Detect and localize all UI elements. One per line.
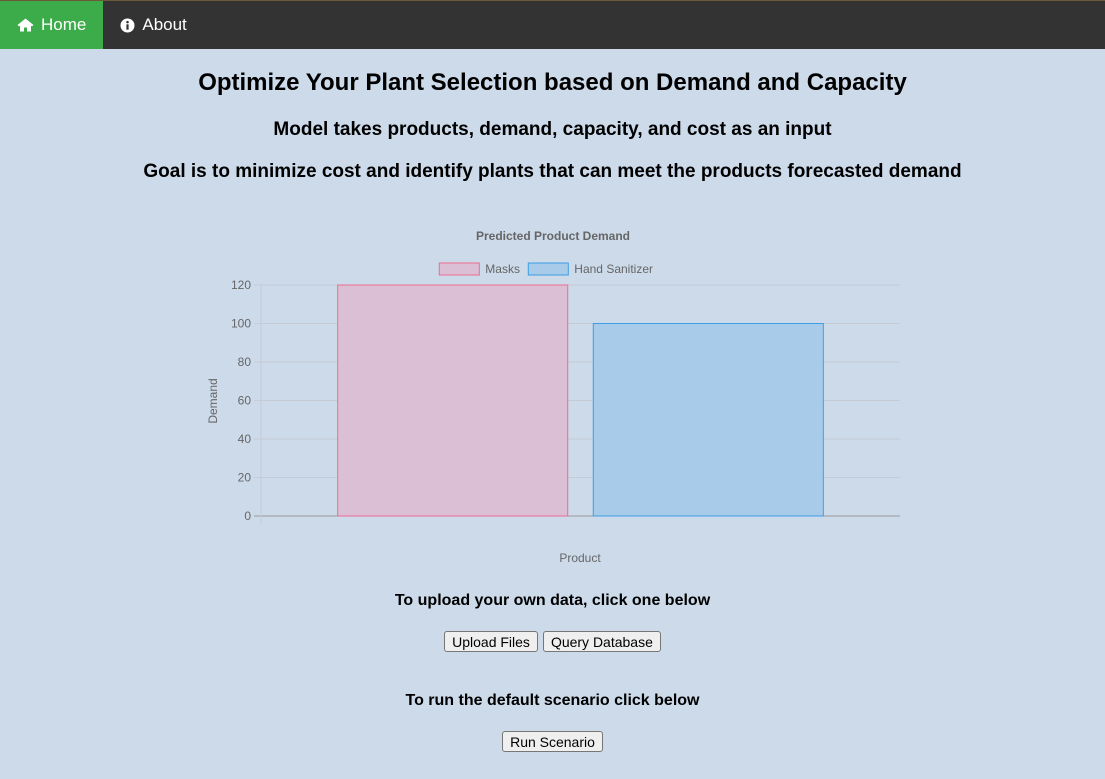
chart-title: Predicted Product Demand xyxy=(476,229,630,243)
nav-home-label: Home xyxy=(41,15,87,34)
y-tick-label: 20 xyxy=(238,471,252,485)
nav-about-label: About xyxy=(142,15,187,34)
nav-about-link[interactable]: About xyxy=(103,1,203,49)
page-subtitle: Model takes products, demand, capacity, … xyxy=(273,119,832,140)
query-database-button[interactable]: Query Database xyxy=(542,631,661,652)
upload-instruction: To upload your own data, click one below xyxy=(394,592,711,609)
legend-label: Hand Sanitizer xyxy=(574,262,653,276)
home-icon xyxy=(17,18,34,32)
x-axis-title: Product xyxy=(559,551,601,565)
bar-hand-sanitizer xyxy=(592,323,824,517)
y-tick-label: 120 xyxy=(231,278,251,292)
y-tick-label: 40 xyxy=(238,432,252,446)
info-circle-icon xyxy=(120,18,135,33)
nav-home-link[interactable]: Home xyxy=(0,1,104,49)
y-tick-label: 60 xyxy=(238,394,252,408)
bar-masks xyxy=(337,284,569,517)
page-title: Optimize Your Plant Selection based on D… xyxy=(198,69,907,96)
upload-button-row: Upload Files Query Database xyxy=(0,631,1105,652)
y-axis-title: Demand xyxy=(206,378,220,423)
legend-swatch xyxy=(438,262,480,276)
y-tick-label: 0 xyxy=(244,509,251,523)
legend-swatch xyxy=(527,262,569,276)
demand-chart: Predicted Product Demand Masks Hand Saniti… xyxy=(206,229,900,565)
upload-files-button[interactable]: Upload Files xyxy=(444,631,538,652)
run-button-row: Run Scenario xyxy=(0,731,1105,752)
page-goal: Goal is to minimize cost and identify pl… xyxy=(143,161,962,182)
y-tick-label: 80 xyxy=(238,355,252,369)
y-tick-label: 100 xyxy=(231,317,251,331)
legend-label: Masks xyxy=(485,262,520,276)
navbar: Home About xyxy=(0,0,1105,49)
run-instruction: To run the default scenario click below xyxy=(405,692,700,709)
run-scenario-button[interactable]: Run Scenario xyxy=(502,731,603,752)
